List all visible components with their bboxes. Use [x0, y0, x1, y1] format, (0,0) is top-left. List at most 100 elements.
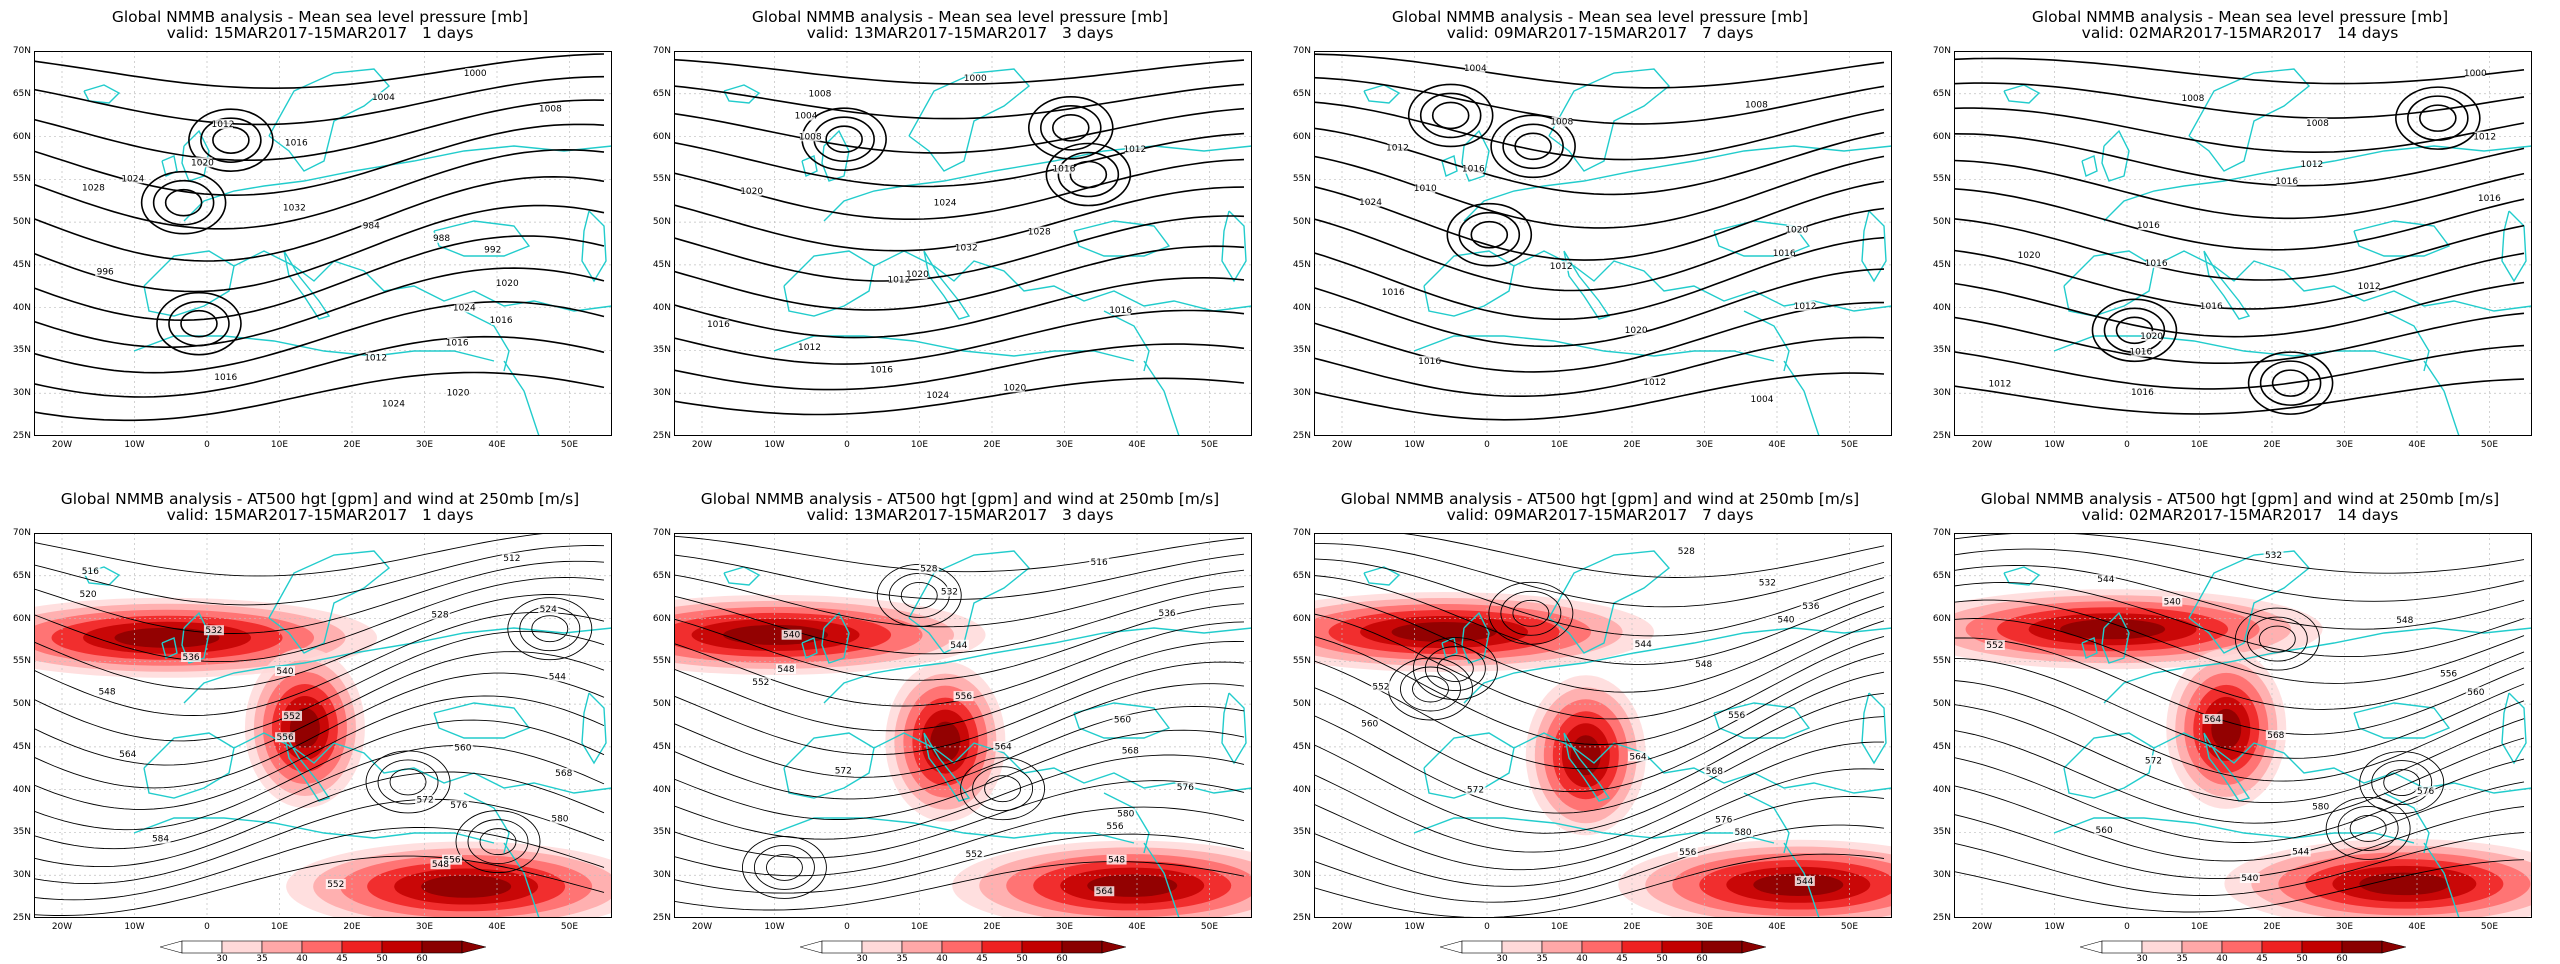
gridlines: [1314, 51, 1892, 436]
coastline: [2153, 732, 2532, 794]
contour-label-bg: [2359, 280, 2380, 291]
wind-shade: [1391, 622, 1497, 643]
coastline: [2053, 817, 2415, 844]
coastline: [873, 732, 1252, 794]
contour-label-bg: [1104, 820, 1125, 831]
lon-label: 40E: [488, 922, 506, 932]
contour-line: [34, 235, 605, 322]
contour-label-bg: [448, 800, 469, 811]
closed-contour: [972, 766, 1034, 812]
contours: [1954, 57, 2525, 415]
lon-label: 30E: [415, 440, 434, 450]
contour-label-bg: [1713, 814, 1734, 825]
contour-label: 544: [1796, 877, 1813, 887]
contour-label: 1028: [82, 184, 105, 194]
lat-label: 35N: [12, 827, 31, 838]
coastline: [1463, 145, 1892, 222]
coastline: [923, 732, 971, 802]
coastline: [1713, 220, 1811, 257]
contour-line: [34, 560, 605, 634]
coastline: [2003, 566, 2041, 586]
contour-line: [674, 309, 1245, 365]
closed-contour: [1512, 599, 1550, 627]
coastline: [1221, 210, 1247, 283]
contour-label: 544: [2097, 575, 2114, 585]
closed-contour: [2271, 369, 2310, 397]
contour-line: [1314, 301, 1884, 373]
contour-line: [1954, 832, 2525, 896]
lat-label: 55N: [1292, 656, 1311, 667]
contour-line: [1954, 781, 2525, 862]
contour-label-bg: [1175, 781, 1196, 792]
lat-label: 40N: [1292, 784, 1311, 795]
coastline: [923, 250, 971, 320]
coastline: [1461, 129, 1490, 182]
colorbar-tick-label: 35: [896, 954, 908, 964]
lon-label: 10E: [2190, 922, 2209, 932]
closed-contour: [1419, 92, 1482, 139]
lat-label: 45N: [1932, 741, 1951, 752]
lon-label: 20E: [2263, 922, 2281, 932]
contour-label: 988: [433, 234, 450, 244]
contours: [34, 533, 605, 916]
contour-label: 560: [454, 743, 471, 753]
coastline: [1413, 335, 1775, 362]
closed-contour: [479, 828, 517, 856]
coastline: [2188, 68, 2311, 172]
contour-label: 556: [1106, 822, 1123, 832]
contour-label: 556: [1679, 848, 1696, 858]
contour-label: 560: [2096, 826, 2113, 836]
contour-label: 536: [1158, 609, 1175, 619]
closed-contour: [2258, 625, 2296, 653]
contour-label: 548: [2396, 616, 2413, 626]
contour-line: [1954, 312, 2525, 364]
contour-label-bg: [2019, 250, 2040, 261]
lat-label: 70N: [652, 528, 671, 538]
contour-label: 1016: [1418, 357, 1441, 367]
contour-label: 1020: [496, 279, 519, 289]
lon-label: 20W: [1971, 440, 1993, 450]
contour-label: 1032: [955, 243, 978, 253]
contour-label: 548: [777, 665, 794, 675]
colorbar-arrow: [1438, 940, 1463, 954]
contour-label-bg: [2479, 193, 2500, 204]
contour-line: [1954, 159, 2525, 220]
closed-contour: [140, 170, 227, 235]
lat-label: 25N: [652, 913, 671, 923]
coastline: [1563, 732, 1611, 802]
contour-line: [674, 535, 1245, 573]
lat-label: 70N: [1932, 528, 1951, 538]
contour-label-bg: [2310, 801, 2331, 812]
colorbar-segment: [901, 940, 943, 954]
coastline: [1548, 550, 1671, 654]
contour-line: [1314, 768, 1885, 871]
coastline: [1463, 627, 1892, 704]
closed-contour: [1458, 211, 1521, 258]
contour-line: [674, 603, 1245, 681]
lon-label: 30E: [1695, 922, 1714, 932]
lat-label: 40N: [12, 784, 31, 795]
contour-label-bg: [192, 157, 213, 168]
contour-label: 576: [450, 801, 467, 811]
contour-label: 1016: [490, 316, 513, 326]
contour-label-bg: [750, 677, 771, 688]
contour-label: 1012: [2300, 160, 2323, 170]
lat-label: 25N: [1292, 913, 1311, 923]
coastline: [83, 566, 121, 586]
colorbar-segment: [2181, 940, 2223, 954]
contour-label: 1016: [707, 320, 730, 330]
contour-label: 528: [431, 610, 448, 620]
lat-label: 45N: [652, 259, 671, 270]
colorbar-segment: [221, 940, 263, 954]
contour-line: [34, 371, 605, 422]
coastline: [873, 250, 1252, 312]
contour-label: 1012: [1643, 378, 1666, 388]
coastline: [1103, 310, 1150, 372]
contour-label: 1024: [926, 391, 949, 401]
contour-label: 568: [555, 769, 572, 779]
lon-label: 0: [2124, 440, 2130, 450]
colorbar-segment: [341, 940, 383, 954]
contour-labels: 5285325365405445485525565605645685725765…: [1359, 545, 1821, 887]
contour-label-bg: [1465, 63, 1486, 74]
contour-label: 1016: [1462, 165, 1485, 175]
